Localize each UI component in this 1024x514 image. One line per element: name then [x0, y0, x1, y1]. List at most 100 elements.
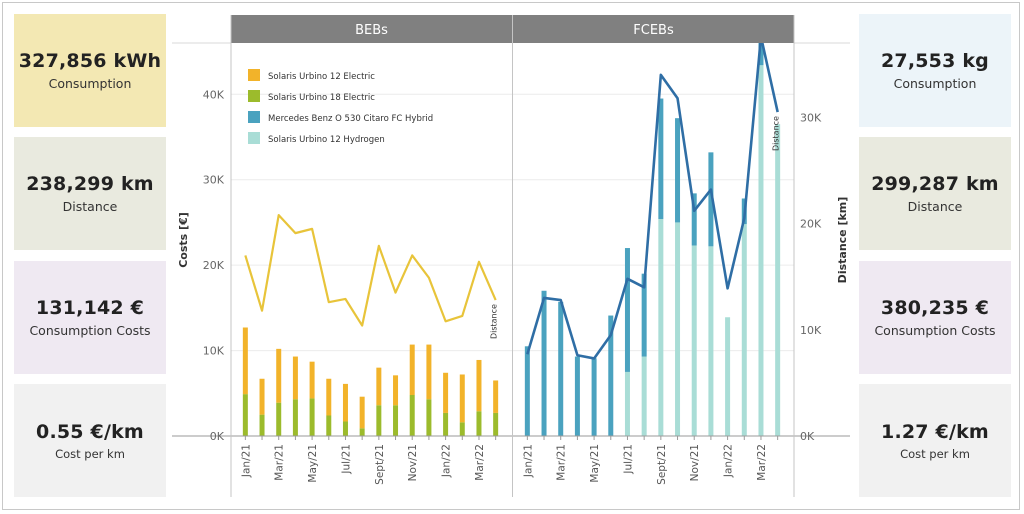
bar-urbino18_electric	[459, 422, 465, 436]
y-tick-label: 10K	[203, 345, 225, 358]
kpi-value: 380,235 €	[880, 297, 990, 319]
bar-citaro_fc_hybrid	[541, 290, 547, 436]
kpi-card-right-3: 380,235 € Consumption Costs	[859, 261, 1011, 374]
bar-urbino12_electric	[259, 378, 265, 415]
y2-tick-label: 20K	[800, 218, 822, 231]
y-tick-label: 30K	[203, 174, 225, 187]
bar-urbino12_electric	[276, 348, 282, 403]
bar-urbino12_hydrogen	[691, 245, 697, 436]
kpi-card-right-2: 299,287 km Distance	[859, 137, 1011, 250]
bar-urbino12_electric	[326, 378, 332, 416]
legend-swatch	[248, 111, 260, 123]
bar-urbino18_electric	[276, 402, 282, 436]
bar-urbino18_electric	[393, 405, 399, 436]
x-tick-label: Jan/21	[240, 444, 252, 478]
kpi-label: Consumption	[893, 76, 977, 91]
kpi-value: 238,299 km	[26, 173, 154, 195]
bar-urbino12_electric	[493, 380, 499, 413]
distance-line-fcebs	[526, 35, 779, 360]
panel-title: BEBs	[355, 23, 388, 38]
x-tick-label: Mar/21	[274, 444, 286, 481]
kpi-card-right-1: 27,553 kg Consumption	[859, 14, 1011, 127]
bar-citaro_fc_hybrid	[641, 273, 647, 357]
kpi-label: Cost per km	[900, 446, 970, 461]
bar-citaro_fc_hybrid	[558, 301, 564, 436]
bar-urbino12_electric	[459, 374, 465, 423]
legend-swatch	[248, 69, 260, 81]
x-tick-label: Nov/21	[407, 444, 419, 481]
bar-urbino12_hydrogen	[741, 224, 747, 436]
bar-citaro_fc_hybrid	[608, 315, 614, 436]
kpi-value: 27,553 kg	[881, 50, 989, 72]
bar-citaro_fc_hybrid	[524, 346, 530, 436]
x-tick-label: Mar/22	[756, 444, 768, 481]
bar-urbino12_electric	[376, 367, 382, 406]
x-tick-label: May/21	[589, 444, 601, 483]
bar-urbino12_electric	[342, 383, 348, 422]
y-tick-label: 0K	[210, 430, 225, 443]
kpi-label: Consumption Costs	[874, 323, 996, 338]
bar-urbino12_hydrogen	[641, 356, 647, 436]
y2-tick-label: 30K	[800, 111, 822, 124]
kpi-card-left-2: 238,299 km Distance	[14, 137, 166, 250]
panel-title: FCEBs	[633, 23, 674, 38]
bar-citaro_fc_hybrid	[708, 152, 714, 247]
panel-header-fcebs	[513, 15, 794, 43]
x-tick-label: Nov/21	[689, 444, 701, 481]
kpi-card-left-1: 327,856 kWh Consumption	[14, 14, 166, 127]
bar-urbino18_electric	[426, 399, 432, 436]
bar-citaro_fc_hybrid	[591, 358, 597, 436]
bar-urbino12_electric	[309, 361, 315, 399]
kpi-label: Cost per km	[55, 446, 125, 461]
bar-urbino18_electric	[443, 412, 449, 436]
x-tick-label: Jan/22	[441, 444, 453, 478]
bar-urbino12_electric	[242, 327, 248, 395]
x-tick-label: Jan/22	[723, 444, 735, 478]
bar-urbino18_electric	[259, 414, 265, 436]
legend-label: Solaris Urbino 12 Hydrogen	[268, 135, 385, 145]
bar-urbino18_electric	[409, 394, 415, 436]
x-tick-label: Mar/21	[556, 444, 568, 481]
bar-urbino12_hydrogen	[775, 124, 781, 437]
y2-tick-label: 0K	[800, 430, 815, 443]
bar-urbino12_electric	[476, 359, 482, 412]
bar-urbino18_electric	[359, 428, 365, 436]
kpi-card-right-4: 1.27 €/km Cost per km	[859, 384, 1011, 497]
kpi-label: Consumption Costs	[29, 323, 151, 338]
kpi-value: 327,856 kWh	[18, 50, 162, 72]
bar-citaro_fc_hybrid	[624, 248, 630, 372]
bar-urbino18_electric	[292, 399, 298, 436]
bar-citaro_fc_hybrid	[675, 118, 681, 223]
kpi-label: Distance	[62, 199, 118, 214]
x-tick-label: Sept/21	[374, 444, 386, 485]
bar-urbino18_electric	[309, 398, 315, 436]
x-tick-label: Jul/21	[340, 444, 352, 475]
bar-urbino18_electric	[242, 394, 248, 436]
y-tick-label: 40K	[203, 88, 225, 101]
bar-urbino18_electric	[326, 415, 332, 436]
kpi-label: Distance	[907, 199, 963, 214]
x-tick-label: Sept/21	[656, 444, 668, 485]
bar-urbino18_electric	[476, 411, 482, 436]
x-tick-label: Jan/21	[522, 444, 534, 478]
bar-urbino12_electric	[393, 375, 399, 406]
distance-line-label: Distance	[490, 304, 499, 339]
kpi-value: 1.27 €/km	[881, 420, 989, 443]
y2-tick-label: 10K	[800, 324, 822, 337]
bar-urbino12_hydrogen	[624, 371, 630, 436]
kpi-value: 131,142 €	[35, 297, 145, 319]
bar-citaro_fc_hybrid	[574, 356, 580, 436]
bar-urbino18_electric	[376, 405, 382, 436]
kpi-card-left-4: 0.55 €/km Cost per km	[14, 384, 166, 497]
legend-label: Solaris Urbino 12 Electric	[268, 72, 375, 82]
kpi-card-left-3: 131,142 € Consumption Costs	[14, 261, 166, 374]
y-tick-label: 20K	[203, 259, 225, 272]
bar-citaro_fc_hybrid	[691, 193, 697, 246]
distance-line-label: Distance	[772, 116, 781, 151]
x-tick-label: Jul/21	[622, 444, 634, 475]
bar-urbino12_electric	[409, 344, 415, 395]
legend-label: Mercedes Benz O 530 Citaro FC Hybrid	[268, 114, 433, 124]
legend-swatch	[248, 90, 260, 102]
